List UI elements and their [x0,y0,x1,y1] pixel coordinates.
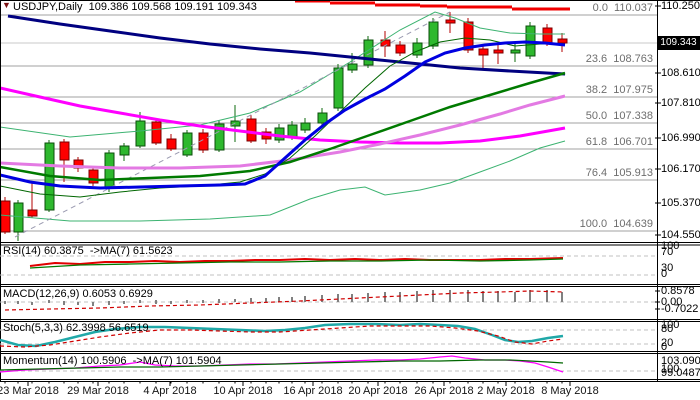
macd-scale-label: -0.7022 [661,303,699,315]
stoch-indicator-label: Stoch(5,3,3) 62.3998 56.6519 [3,322,149,334]
candle-body [166,138,177,150]
momentum-scale-label: 100 [661,363,680,375]
momentum-scale-label: 99.0487 [661,367,700,379]
candle-body [27,209,38,217]
candle-body [510,49,521,54]
candle-body [88,169,99,184]
ma-violet [0,94,566,170]
candle-body [333,67,344,109]
momentum-ma-line [0,359,564,371]
date-axis-label: 16 Apr 2018 [283,385,343,397]
momentum-indicator-label: Momentum(14) 100.5906 ->MA(7) 101.5904 [3,355,222,367]
candle-body [380,39,391,47]
candle-body [274,127,285,141]
price-axis-label: 106.170 [661,163,700,175]
date-axis-label: 10 Apr 2018 [213,385,273,397]
candle-body [151,121,162,144]
stoch-scale-label: 100 [661,319,680,331]
candle-body [300,122,311,131]
date-axis-label: 2 May 2018 [477,385,535,397]
price-axis-label: 108.610 [661,67,700,79]
macd-scale-label: 0.00 [661,296,683,308]
dropdown-triangle-icon[interactable]: ▼ [2,0,11,10]
candle-body [347,63,358,71]
date-axis-label: 8 May 2018 [541,385,599,397]
ma-navy-long [7,14,566,76]
rsi-ma-line [29,258,564,269]
candle-body [412,42,423,56]
date-axis-label: 20 Apr 2018 [348,385,408,397]
price-axis-label: 104.550 [661,229,700,241]
rsi-scale-label: 0 [661,268,668,280]
candle-body [493,49,504,54]
price-axis-label: 107.810 [661,97,700,109]
fib-level-label: 50.0 107.338 [585,110,653,122]
candle-body [135,120,146,147]
rsi-indicator-label: RSI(14) 60.3875 ->MA(7) 61.5623 [3,245,173,257]
momentum-scale-label: 103.0908 [661,355,700,367]
fib-level-label: 100.0 104.639 [579,218,653,230]
candle-body [287,124,298,138]
price-axis-label: 110.250 [661,0,700,12]
macd-signal-line [4,290,564,311]
ma-green-thin [0,37,565,198]
fib-level-label: 23.6 108.763 [585,53,653,65]
candle-body [246,118,257,142]
candle-body [317,112,328,124]
candle-body [557,38,568,44]
macd-indicator-label: MACD(12,26,9) 0.6053 0.6929 [3,288,153,300]
chart-header-ohlc: USDJPY,Daily 109.386 109.568 109.191 109… [13,1,257,13]
ma-magenta [0,86,566,145]
candle-body [0,200,11,233]
candle-body [542,27,553,44]
candle-body [13,202,24,233]
rsi-line [29,257,564,267]
candle-body [478,48,489,56]
ma-green-thick [0,71,566,182]
price-axis-label: 106.990 [661,132,700,144]
candle-body [445,19,456,24]
date-axis-label: 26 Apr 2018 [414,385,474,397]
fib-level-label: 0.0 110.037 [592,2,653,14]
fib-level-label: 61.8 106.701 [585,136,653,148]
price-axis-label: 105.370 [661,197,700,209]
date-axis-label: 23 Mar 2018 [0,385,59,397]
stoch-scale-label: 80 [661,323,674,335]
stoch-k-line [0,322,564,348]
rsi-scale-label: 70 [661,246,674,258]
candle-body [59,141,70,161]
candle-body [119,145,130,156]
candle-body [182,132,193,156]
date-axis-label: 29 Mar 2018 [67,385,129,397]
upper-band-line [0,11,565,138]
fib-level-label: 76.4 105.913 [585,167,653,179]
stoch-scale-label: 0 [661,341,668,353]
candle-body [395,44,406,54]
current-price-badge: 109.343 [657,36,700,50]
rsi-scale-label: 100 [661,240,680,252]
candle-body [214,123,225,151]
fib-level-label: 38.2 107.975 [585,84,653,96]
candle-body [104,152,115,189]
trendline-dashed [14,11,451,238]
rsi-scale-label: 30 [661,262,674,274]
stoch-d-line [0,325,564,348]
lower-band-line [0,140,566,222]
date-axis-label: 4 Apr 2018 [143,385,197,397]
stoch-scale-label: 20 [661,337,674,349]
candle-body [463,21,474,51]
macd-scale-label: 0.8578 [661,285,695,297]
candle-body [428,21,439,47]
ma-blue [0,40,566,190]
